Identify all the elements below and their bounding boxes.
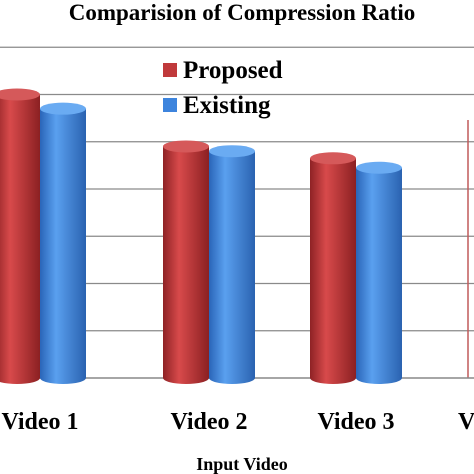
legend-label-existing: Existing xyxy=(183,92,271,119)
x-tick-label: Video 1 xyxy=(1,409,78,435)
bar-existing-2 xyxy=(209,145,255,384)
x-axis-title: Input Video xyxy=(196,454,288,474)
bar-proposed-2 xyxy=(163,140,209,384)
bar-proposed-3 xyxy=(310,152,356,384)
legend-swatch-proposed xyxy=(163,63,177,77)
bar-proposed-1 xyxy=(0,88,40,384)
legend-swatch-existing xyxy=(163,98,177,112)
x-tick-label: V xyxy=(458,409,474,435)
x-tick-label: Video 3 xyxy=(317,409,394,435)
x-tick-labels: Video 1 Video 2 Video 3 V xyxy=(1,409,474,435)
chart-title: Comparision of Compression Ratio xyxy=(69,0,416,25)
x-tick-label: Video 2 xyxy=(170,409,247,435)
legend-label-proposed: Proposed xyxy=(183,57,283,84)
bars xyxy=(0,88,402,385)
bar-existing-1 xyxy=(40,102,86,385)
legend: Proposed Existing xyxy=(163,57,283,119)
bar-existing-3 xyxy=(356,161,402,384)
